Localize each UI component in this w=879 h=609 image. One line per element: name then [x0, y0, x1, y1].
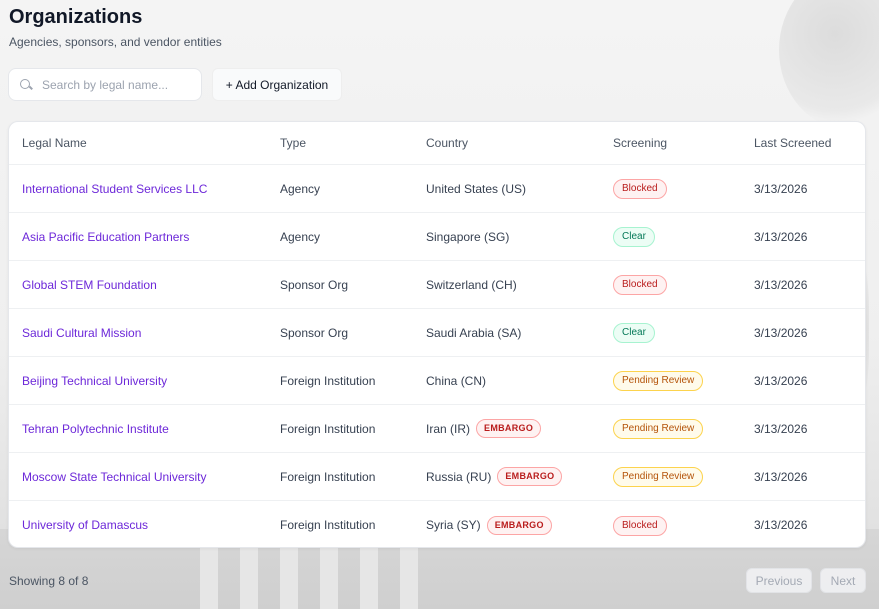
screening-status-badge: Pending Review: [613, 467, 704, 487]
organization-country: United States (US): [426, 182, 526, 196]
organization-type: Agency: [280, 181, 321, 196]
screening-cell: Clear: [613, 322, 655, 343]
country-name: Singapore (SG): [426, 229, 510, 244]
column-header-screening[interactable]: Screening: [613, 136, 668, 150]
table-header: Legal Name Type Country Screening Last S…: [9, 122, 865, 165]
table-row[interactable]: Global STEM Foundation Sponsor Org Switzer…: [9, 261, 865, 309]
country-name: Iran (IR): [426, 421, 471, 436]
organization-name-link[interactable]: Global STEM Foundation: [22, 277, 157, 292]
column-header-country[interactable]: Country: [426, 136, 469, 150]
last-screened-date: 3/13/2026: [754, 325, 808, 340]
screening-status-badge: Pending Review: [613, 371, 704, 391]
country-name: Syria (SY): [426, 518, 481, 532]
organization-type: Foreign Institution: [280, 469, 376, 484]
screening-status-badge: Clear: [613, 323, 655, 343]
next-page-button[interactable]: Next: [820, 568, 866, 593]
screening-status-badge: Blocked: [613, 515, 667, 536]
organization-name-link[interactable]: University of Damascus: [22, 518, 149, 532]
table-row[interactable]: Asia Pacific Education Partners Agency Sin…: [9, 213, 865, 261]
screening-cell: Blocked: [613, 274, 667, 295]
column-header-type[interactable]: Type: [280, 136, 307, 150]
screening-cell: Pending Review: [613, 466, 704, 487]
pagination-summary: Showing 8 of 8: [9, 574, 89, 588]
last-screened-date: 3/13/2026: [754, 469, 808, 484]
page-subtitle: Agencies, sponsors, and vendor entities: [9, 35, 222, 49]
organization-type: Foreign Institution: [280, 373, 376, 388]
organization-name-link[interactable]: Asia Pacific Education Partners: [22, 229, 190, 244]
last-screened-date: 3/13/2026: [754, 229, 808, 244]
last-screened-date: 3/13/2026: [754, 518, 808, 532]
screening-status-badge: Blocked: [613, 179, 667, 199]
last-screened-date: 3/13/2026: [754, 421, 808, 436]
organization-name-link[interactable]: Tehran Polytechnic Institute: [22, 421, 169, 436]
organization-name-link[interactable]: Beijing Technical University: [22, 373, 168, 388]
search-icon: [19, 78, 33, 92]
table-row[interactable]: Beijing Technical University Foreign Inst…: [9, 357, 865, 405]
last-screened-date: 3/13/2026: [754, 277, 808, 292]
organization-country: Russia (RU) EMBARGO: [426, 467, 563, 486]
organization-type: Foreign Institution: [280, 421, 376, 436]
country-name: Switzerland (CH): [426, 277, 517, 292]
organization-type: Agency: [280, 229, 321, 244]
organization-name-link[interactable]: Saudi Cultural Mission: [22, 325, 142, 340]
table-row[interactable]: Saudi Cultural Mission Sponsor Org Saudi A…: [9, 309, 865, 357]
organization-country: Syria (SY) EMBARGO: [426, 515, 552, 535]
table-body: International Student Services LLC Agency…: [9, 165, 865, 547]
screening-status-badge: Pending Review: [613, 419, 704, 439]
add-organization-button[interactable]: + Add Organization: [212, 68, 342, 101]
organization-name-link[interactable]: Moscow State Technical University: [22, 469, 207, 484]
screening-cell: Pending Review: [613, 370, 704, 391]
organization-type: Foreign Institution: [280, 518, 376, 532]
screening-cell: Blocked: [613, 178, 667, 199]
table-row[interactable]: University of Damascus Foreign Institutio…: [9, 501, 865, 547]
screening-cell: Clear: [613, 226, 655, 247]
column-header-legal-name[interactable]: Legal Name: [22, 136, 87, 150]
search-box[interactable]: [8, 68, 202, 101]
organization-country: Singapore (SG): [426, 230, 509, 244]
country-name: China (CN): [426, 373, 487, 388]
country-name: United States (US): [426, 181, 527, 196]
organization-country: Saudi Arabia (SA): [426, 326, 521, 340]
search-input[interactable]: [42, 77, 192, 92]
country-name: Russia (RU): [426, 469, 492, 484]
page-title: Organizations: [9, 6, 143, 28]
organization-type: Sponsor Org: [280, 325, 349, 340]
country-name: Saudi Arabia (SA): [426, 325, 522, 340]
table-row[interactable]: Tehran Polytechnic Institute Foreign Inst…: [9, 405, 865, 453]
last-screened-date: 3/13/2026: [754, 181, 808, 196]
organization-country: Switzerland (CH): [426, 278, 517, 292]
table-row[interactable]: International Student Services LLC Agency…: [9, 165, 865, 213]
organizations-table: Legal Name Type Country Screening Last S…: [8, 121, 866, 548]
previous-page-button[interactable]: Previous: [746, 568, 812, 593]
organization-type: Sponsor Org: [280, 277, 349, 292]
organization-name-link[interactable]: International Student Services LLC: [22, 181, 208, 196]
organization-country: Iran (IR) EMBARGO: [426, 419, 542, 438]
table-row[interactable]: Moscow State Technical University Foreign…: [9, 453, 865, 501]
screening-status-badge: Blocked: [613, 275, 667, 295]
screening-status-badge: Clear: [613, 227, 655, 247]
last-screened-date: 3/13/2026: [754, 373, 808, 388]
embargo-badge: EMBARGO: [497, 467, 563, 486]
embargo-badge: EMBARGO: [486, 515, 552, 535]
column-header-last-screened[interactable]: Last Screened: [754, 136, 832, 150]
embargo-badge: EMBARGO: [476, 419, 542, 438]
organization-country: China (CN): [426, 374, 486, 388]
screening-cell: Pending Review: [613, 418, 704, 439]
screening-cell: Blocked: [613, 515, 667, 536]
